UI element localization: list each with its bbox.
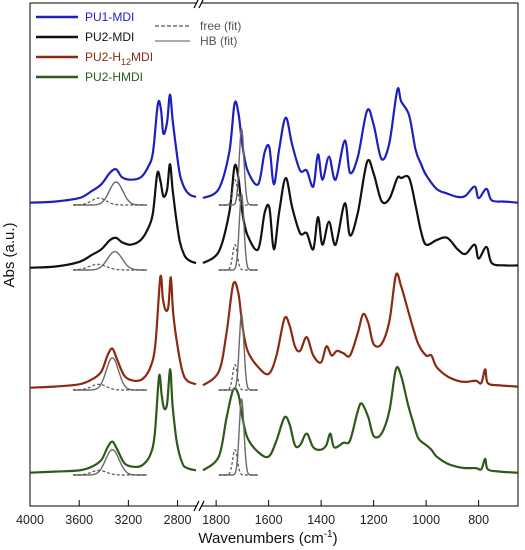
free-fit-co-2 bbox=[218, 364, 258, 391]
free-fit-nh-3 bbox=[72, 469, 147, 476]
y-axis-title: Abs (a.u.) bbox=[1, 222, 18, 287]
hb-fit-nh-0 bbox=[73, 181, 147, 206]
fit-legend-label: free (fit) bbox=[200, 19, 241, 33]
hb-fit-nh-1 bbox=[73, 250, 147, 271]
axis-break-mark bbox=[193, 500, 200, 512]
hb-fit-co-0 bbox=[218, 128, 258, 206]
series-layer bbox=[29, 87, 519, 474]
fit-layer bbox=[72, 128, 258, 476]
legend-label-main: PU2-H bbox=[85, 50, 121, 64]
plot-frame bbox=[29, 2, 519, 507]
x-tick-label: 1600 bbox=[255, 513, 283, 527]
x-tick-label: 2800 bbox=[164, 513, 192, 527]
legend-label: PU2-HMDI bbox=[85, 70, 143, 84]
series-line-1-left bbox=[29, 163, 197, 269]
hb-fit-co-3 bbox=[218, 398, 258, 476]
free-fit-nh-0 bbox=[73, 197, 147, 206]
x-tick-label: 1400 bbox=[307, 513, 335, 527]
hb-fit-nh-3 bbox=[72, 448, 147, 476]
series-line-3-left bbox=[29, 368, 197, 474]
series-line-1-right bbox=[202, 158, 519, 267]
series-line-0-right bbox=[202, 87, 519, 204]
free-fit-nh-2 bbox=[73, 383, 147, 391]
free-fit-co-1 bbox=[218, 244, 258, 271]
x-tick-label: 3200 bbox=[114, 513, 142, 527]
legend-label: PU2-H12MDI bbox=[85, 50, 153, 67]
x-tick-label: 3600 bbox=[65, 513, 93, 527]
axis-break-gap-top bbox=[197, 0, 202, 7]
x-tick-label: 800 bbox=[468, 513, 489, 527]
x-axis-title-sup: -1 bbox=[324, 529, 333, 540]
legend-label: PU1-MDI bbox=[85, 10, 134, 24]
hb-fit-nh-2 bbox=[73, 357, 147, 391]
x-tick-label: 1000 bbox=[412, 513, 440, 527]
axis-break-gap bbox=[197, 503, 202, 510]
series-line-3-right bbox=[202, 365, 519, 474]
series-line-2-left bbox=[29, 274, 197, 389]
legend-label-sub: 12 bbox=[121, 57, 131, 67]
axis-break-mark bbox=[198, 500, 205, 512]
x-tick-label: 1800 bbox=[202, 513, 230, 527]
legend-label-end: MDI bbox=[131, 50, 153, 64]
free-fit-co-3 bbox=[218, 449, 258, 476]
free-fit-nh-1 bbox=[73, 263, 147, 271]
x-axis-title-main: Wavenumbers (cm bbox=[198, 530, 323, 547]
axis-break-mark-top bbox=[193, 0, 199, 9]
x-axis-title-end: ) bbox=[333, 530, 338, 547]
legend-label: PU2-MDI bbox=[85, 30, 134, 44]
x-axis-title: Wavenumbers (cm-1) bbox=[198, 529, 337, 547]
series-line-2-right bbox=[202, 272, 519, 388]
fit-legend-label: HB (fit) bbox=[200, 34, 237, 48]
axis-layer: 4000 3600 3200 2800 1800 1600 1400 1200 1000 800 bbox=[16, 0, 489, 527]
free-fit-co-0 bbox=[218, 179, 258, 206]
x-tick-label: 1200 bbox=[360, 513, 388, 527]
series-line-0-left bbox=[29, 93, 197, 204]
x-tick-label: 4000 bbox=[16, 513, 44, 527]
axis-break-mark-top bbox=[198, 0, 204, 9]
